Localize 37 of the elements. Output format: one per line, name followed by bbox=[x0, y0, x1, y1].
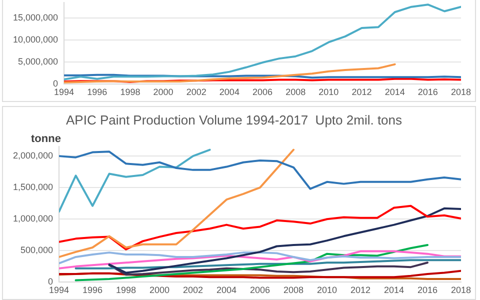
y-tick-label: 500,000 bbox=[20, 245, 54, 256]
x-tick-label: 2008 bbox=[286, 87, 306, 98]
x-tick-label: 2012 bbox=[352, 87, 372, 98]
y-tick-label: 2,000,000 bbox=[12, 150, 54, 161]
y-tick-label: 0 bbox=[48, 276, 54, 287]
x-tick-label: 2010 bbox=[318, 87, 339, 98]
y-tick-label: 1,000,000 bbox=[12, 214, 54, 224]
x-tick-label: 2006 bbox=[250, 285, 270, 296]
x-tick-label: 2004 bbox=[219, 87, 240, 98]
x-tick-label: 2008 bbox=[284, 285, 304, 296]
x-tick-label: 2006 bbox=[252, 87, 273, 98]
x-tick-label: 2016 bbox=[418, 87, 438, 98]
x-tick-label: 1996 bbox=[87, 87, 108, 98]
y-tick-label: 10,000,000 bbox=[12, 34, 58, 44]
x-tick-label: 2018 bbox=[450, 285, 472, 296]
y-tick-label: 15,000,000 bbox=[12, 12, 58, 22]
x-tick-label: 2014 bbox=[384, 285, 404, 296]
y-axis-title: tonne bbox=[31, 133, 61, 145]
x-tick-label: 2000 bbox=[150, 285, 170, 296]
x-tick-label: 1994 bbox=[54, 87, 74, 98]
x-tick-label: 1996 bbox=[82, 285, 103, 296]
x-tick-label: 2018 bbox=[450, 87, 472, 98]
y-tick-label: 0 bbox=[53, 78, 58, 89]
x-tick-label: 2002 bbox=[186, 87, 206, 98]
x-tick-label: 2016 bbox=[417, 285, 438, 296]
chart-title: APIC Paint Production Volume 1994-2017 Upto 2mil. tons bbox=[66, 112, 403, 128]
x-tick-label: 1998 bbox=[116, 285, 136, 296]
y-tick-label: 5,000,000 bbox=[18, 56, 58, 67]
y-tick-label: 1,500,000 bbox=[12, 182, 54, 192]
x-tick-label: 2002 bbox=[183, 285, 204, 296]
x-tick-label: 2012 bbox=[350, 285, 371, 296]
x-tick-label: 2000 bbox=[153, 87, 174, 98]
x-tick-label: 2004 bbox=[216, 285, 237, 296]
x-tick-label: 1994 bbox=[49, 285, 70, 296]
x-tick-label: 2010 bbox=[316, 285, 338, 296]
x-tick-label: 1998 bbox=[120, 87, 140, 98]
x-tick-label: 2014 bbox=[384, 87, 405, 98]
